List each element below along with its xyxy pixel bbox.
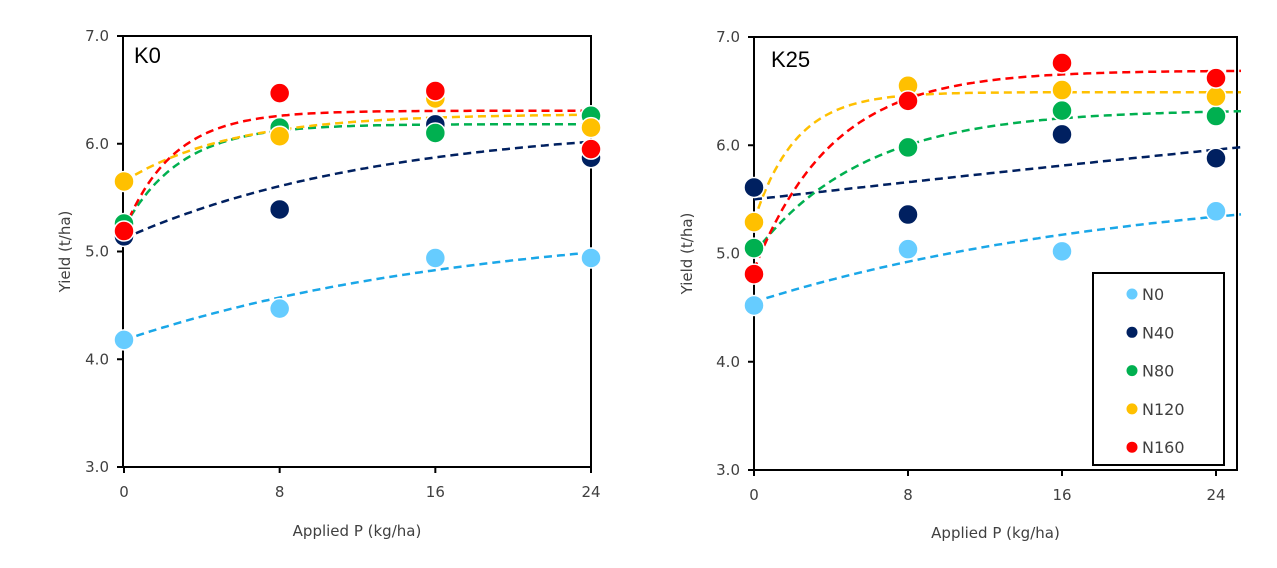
point-n80 <box>1205 105 1227 127</box>
legend-marker-n160 <box>1126 441 1138 453</box>
x-tick-label: 0 <box>119 483 129 501</box>
point-n160 <box>743 263 765 285</box>
point-n120 <box>268 125 291 147</box>
y-axis-title: Yield (t/ha) <box>678 213 696 296</box>
legend: N0 N40 N80 N120 N160 <box>1092 272 1225 466</box>
point-n0 <box>1205 200 1227 223</box>
legend-label-n0: N0 <box>1142 285 1164 304</box>
point-n160 <box>1051 52 1073 74</box>
point-n0 <box>580 247 602 269</box>
panel-k25: 3.0 4.0 5.0 6.0 7.0 0 8 16 24 Applied P (kg/ha) Yi… <box>678 28 1242 542</box>
point-n120 <box>580 116 602 139</box>
point-n160 <box>424 80 447 102</box>
legend-box <box>1092 272 1225 466</box>
point-n120 <box>743 211 765 233</box>
point-n80 <box>743 237 765 259</box>
legend-label-n80: N80 <box>1142 362 1174 381</box>
y-tick-label: 3.0 <box>85 458 109 476</box>
y-tick-label: 6.0 <box>85 135 109 153</box>
point-n0 <box>743 294 765 317</box>
legend-marker-n80 <box>1126 365 1138 377</box>
y-tick-label: 7.0 <box>716 28 740 46</box>
y-tick-label: 5.0 <box>85 243 109 261</box>
legend-marker-n120 <box>1126 403 1138 415</box>
legend-label-n120: N120 <box>1142 400 1185 419</box>
y-tick-label: 7.0 <box>85 27 109 45</box>
point-n40 <box>1051 123 1073 146</box>
trend-line-n120 <box>123 113 591 183</box>
point-n40 <box>1205 147 1227 169</box>
y-tick-label: 4.0 <box>85 350 109 368</box>
x-tick-label: 8 <box>275 483 285 501</box>
point-n160 <box>268 82 291 104</box>
point-n120 <box>1051 79 1073 101</box>
point-n0 <box>113 329 135 351</box>
trend-line-n160 <box>122 109 591 231</box>
x-axis-title: Applied P (kg/ha) <box>931 524 1060 542</box>
point-n80 <box>897 136 919 159</box>
y-axis-title: Yield (t/ha) <box>56 211 74 294</box>
point-n160 <box>1205 67 1227 89</box>
legend-marker-n40 <box>1126 326 1138 338</box>
y-tick-label: 5.0 <box>716 245 740 263</box>
point-n160 <box>113 220 135 242</box>
point-n40 <box>268 198 291 221</box>
trend-line-n0 <box>753 213 1242 304</box>
point-n80 <box>424 122 447 144</box>
x-tick-label: 0 <box>749 486 759 504</box>
x-tick-label: 16 <box>1052 486 1071 504</box>
trend-line-n160 <box>752 69 1241 271</box>
x-tick-label: 8 <box>903 486 913 504</box>
x-tick-label: 24 <box>1206 486 1225 504</box>
legend-label-n40: N40 <box>1142 323 1174 342</box>
panel-title: K25 <box>771 47 810 72</box>
trend-line-n40 <box>123 140 592 240</box>
point-n160 <box>580 138 602 160</box>
x-tick-label: 24 <box>581 483 600 501</box>
point-n120 <box>113 170 135 193</box>
legend-marker-n0 <box>1126 288 1138 300</box>
point-n0 <box>1051 240 1073 263</box>
legend-label-n160: N160 <box>1142 438 1185 457</box>
point-n120 <box>1205 85 1227 108</box>
x-axis-title: Applied P (kg/ha) <box>293 522 422 540</box>
point-n0 <box>424 247 447 269</box>
y-tick-label: 3.0 <box>716 461 740 479</box>
point-n0 <box>268 297 291 320</box>
panel-title: K0 <box>134 43 161 68</box>
x-tick-label: 16 <box>426 483 445 501</box>
panel-k0: 3.0 4.0 5.0 6.0 7.0 0 8 16 24 Applied P (kg/ha) Yi… <box>56 27 602 540</box>
trend-line-n120 <box>752 90 1241 222</box>
trend-line-n0 <box>123 251 592 342</box>
y-tick-label: 4.0 <box>716 353 740 371</box>
trend-line-n80 <box>753 110 1241 255</box>
point-n160 <box>897 90 919 112</box>
trend-line-n40 <box>753 145 1242 201</box>
point-n80 <box>1051 99 1073 122</box>
point-n0 <box>897 238 919 260</box>
trend-line-n80 <box>122 122 591 229</box>
point-n40 <box>743 176 765 199</box>
y-tick-label: 6.0 <box>716 136 740 154</box>
point-n40 <box>897 203 919 226</box>
plot-frame <box>122 35 592 468</box>
